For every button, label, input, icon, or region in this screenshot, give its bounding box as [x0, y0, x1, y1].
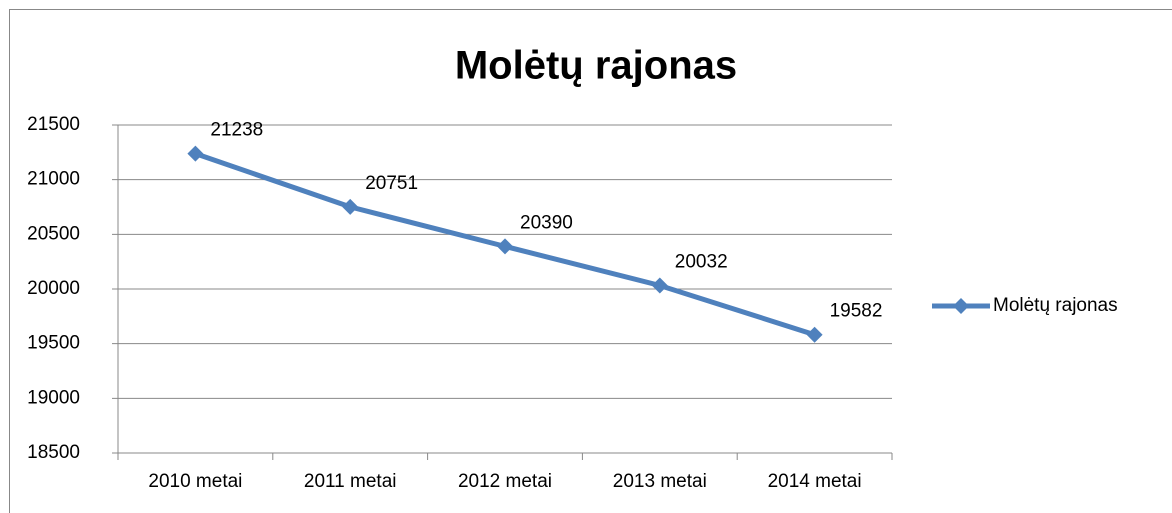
marker — [497, 238, 513, 255]
legend-marker — [953, 298, 969, 314]
data-label: 19582 — [830, 301, 883, 322]
x-tick-label: 2011 metai — [304, 471, 397, 492]
x-tick-label: 2013 metai — [613, 471, 707, 492]
marker — [806, 326, 823, 343]
marker — [651, 277, 668, 294]
data-label: 20751 — [365, 173, 418, 194]
marker — [187, 145, 204, 162]
y-tick-label: 20500 — [27, 223, 80, 244]
legend-label: Molėtų rajonas — [993, 295, 1118, 316]
x-tick-label: 2014 metai — [768, 471, 862, 492]
chart-frame — [9, 9, 1172, 513]
data-label: 20390 — [520, 212, 573, 233]
y-tick-label: 19500 — [27, 333, 80, 354]
chart-title: Molėtų rajonas — [455, 44, 737, 88]
y-tick-label: 21000 — [27, 169, 80, 190]
x-tick-label: 2012 metai — [458, 471, 552, 492]
data-label: 20032 — [675, 252, 728, 273]
marker — [342, 198, 359, 215]
data-label: 21238 — [210, 120, 263, 141]
y-tick-label: 21500 — [27, 114, 80, 135]
y-tick-label: 20000 — [27, 278, 80, 299]
x-tick-label: 2010 metai — [148, 471, 242, 492]
y-tick-label: 19000 — [27, 387, 80, 408]
y-tick-label: 18500 — [27, 442, 80, 463]
